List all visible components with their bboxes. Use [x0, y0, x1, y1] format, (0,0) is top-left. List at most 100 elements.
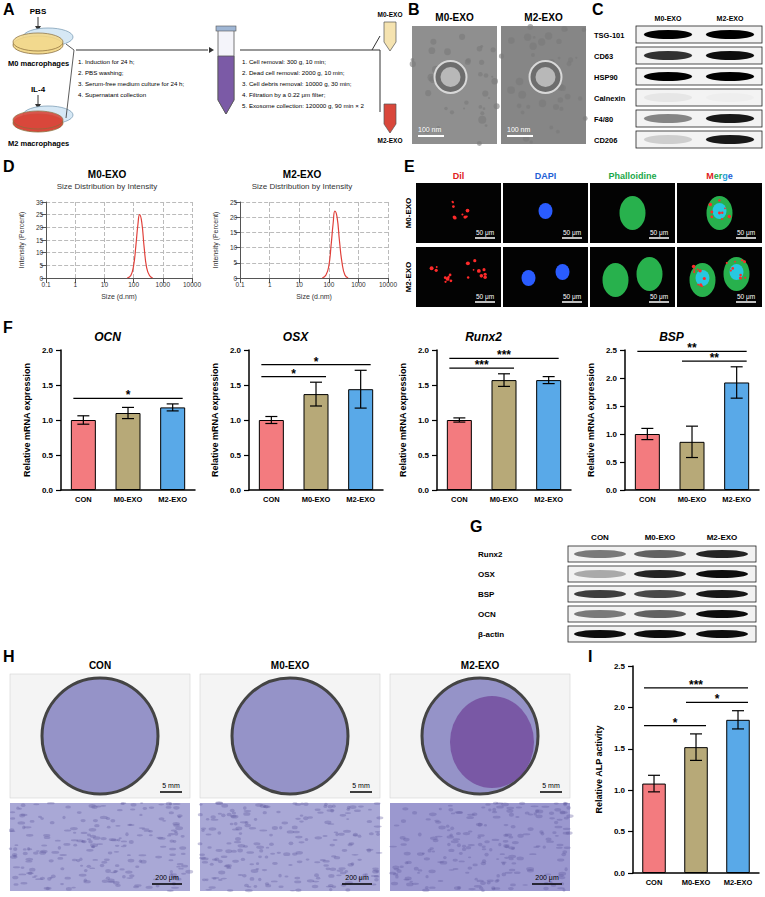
svg-text:200 μm: 200 μm	[345, 874, 369, 882]
svg-text:M2-EXO: M2-EXO	[378, 137, 403, 144]
svg-text:M0 macrophages: M0 macrophages	[8, 59, 69, 68]
svg-text:50 μm: 50 μm	[476, 229, 494, 237]
svg-text:25: 25	[230, 199, 238, 206]
svg-text:10: 10	[296, 281, 304, 288]
svg-text:50 μm: 50 μm	[650, 293, 668, 301]
svg-text:IL-4: IL-4	[31, 85, 46, 94]
svg-text:CON: CON	[75, 495, 92, 504]
svg-text:M2-EXO: M2-EXO	[722, 495, 751, 504]
svg-text:5 mm: 5 mm	[162, 782, 180, 789]
svg-text:Dil: Dil	[453, 171, 465, 181]
svg-text:1.5: 1.5	[230, 381, 242, 390]
svg-text:M0-EXO: M0-EXO	[378, 11, 403, 18]
svg-text:2.0: 2.0	[418, 346, 430, 355]
svg-text:*: *	[673, 716, 678, 730]
svg-text:CD206: CD206	[594, 136, 617, 145]
svg-text:DAPI: DAPI	[535, 171, 557, 181]
svg-text:2.5: 2.5	[606, 346, 618, 355]
svg-text:M0-EXO: M0-EXO	[114, 495, 143, 504]
svg-text:Intensity (Percent): Intensity (Percent)	[18, 212, 26, 269]
svg-text:200 μm: 200 μm	[155, 874, 179, 882]
svg-text:25: 25	[36, 211, 44, 218]
svg-text:4. Filtration by a 0.22 μm fil: 4. Filtration by a 0.22 μm filter;	[242, 91, 326, 98]
svg-text:10: 10	[36, 249, 44, 256]
svg-text:2. PBS washing;: 2. PBS washing;	[78, 69, 124, 76]
svg-text:50 μm: 50 μm	[563, 229, 581, 237]
svg-text:5: 5	[234, 259, 238, 266]
svg-text:OSX: OSX	[283, 330, 309, 344]
svg-text:20: 20	[230, 214, 238, 221]
svg-text:M0-EXO: M0-EXO	[682, 878, 711, 887]
svg-text:2.0: 2.0	[606, 374, 618, 383]
svg-text:*: *	[291, 367, 296, 381]
svg-text:Calnexin: Calnexin	[594, 94, 626, 103]
svg-text:*: *	[126, 388, 131, 402]
svg-text:Relative mRNA expression: Relative mRNA expression	[22, 363, 32, 477]
svg-text:CON: CON	[451, 495, 468, 504]
svg-text:M2-EXO: M2-EXO	[404, 262, 413, 293]
svg-text:G: G	[470, 518, 482, 535]
svg-text:100: 100	[128, 281, 139, 288]
svg-text:HSP90: HSP90	[594, 73, 618, 82]
svg-text:0.0: 0.0	[230, 486, 242, 495]
svg-text:1.5: 1.5	[606, 402, 618, 411]
svg-text:Runx2: Runx2	[478, 550, 503, 559]
svg-text:Merge: Merge	[706, 171, 733, 181]
svg-text:CON: CON	[591, 533, 609, 542]
svg-text:β-actin: β-actin	[478, 630, 504, 639]
svg-text:0.5: 0.5	[230, 451, 242, 460]
svg-text:BSP: BSP	[659, 330, 685, 344]
svg-text:0.0: 0.0	[606, 486, 618, 495]
svg-text:Runx2: Runx2	[465, 330, 502, 344]
svg-text:CON: CON	[263, 495, 280, 504]
svg-text:1.0: 1.0	[614, 786, 626, 795]
svg-text:Phalloidine: Phalloidine	[608, 171, 656, 181]
svg-text:***: ***	[689, 678, 703, 692]
svg-text:M2-EXO: M2-EXO	[724, 878, 753, 887]
svg-text:Relative mRNA expression: Relative mRNA expression	[210, 363, 220, 477]
svg-text:1: 1	[73, 281, 77, 288]
svg-text:Size (d.nm): Size (d.nm)	[101, 293, 137, 301]
svg-text:5 mm: 5 mm	[542, 782, 560, 789]
svg-text:Relative ALP activity: Relative ALP activity	[594, 725, 604, 813]
svg-text:CD63: CD63	[594, 52, 613, 61]
svg-text:30: 30	[36, 199, 44, 206]
svg-text:1.5: 1.5	[418, 381, 430, 390]
svg-text:5 mm: 5 mm	[352, 782, 370, 789]
svg-text:10: 10	[101, 281, 109, 288]
svg-text:M2-EXO: M2-EXO	[461, 660, 500, 671]
svg-text:B: B	[408, 1, 420, 18]
svg-text:50 μm: 50 μm	[650, 229, 668, 237]
svg-text:2.0: 2.0	[42, 346, 54, 355]
svg-text:0.5: 0.5	[418, 451, 430, 460]
svg-text:0.5: 0.5	[42, 451, 54, 460]
svg-text:0.5: 0.5	[606, 458, 618, 467]
svg-text:0.1: 0.1	[42, 281, 51, 288]
svg-text:0.5: 0.5	[614, 827, 626, 836]
svg-text:M2-EXO: M2-EXO	[346, 495, 375, 504]
svg-text:A: A	[3, 1, 15, 18]
svg-text:OCN: OCN	[94, 330, 121, 344]
svg-text:***: ***	[497, 348, 511, 362]
svg-text:4. Supernatant collection: 4. Supernatant collection	[78, 91, 147, 98]
svg-text:I: I	[588, 648, 592, 665]
svg-text:F: F	[3, 319, 13, 336]
svg-text:M2-EXO: M2-EXO	[158, 495, 187, 504]
svg-text:CON: CON	[639, 495, 656, 504]
svg-text:Size (d.nm): Size (d.nm)	[296, 293, 332, 301]
svg-text:0.0: 0.0	[614, 869, 626, 878]
svg-text:15: 15	[36, 237, 44, 244]
svg-text:PBS: PBS	[30, 7, 47, 16]
svg-text:50 μm: 50 μm	[737, 229, 755, 237]
svg-text:M0-EXO: M0-EXO	[88, 169, 127, 180]
svg-text:1.5: 1.5	[614, 744, 626, 753]
svg-text:1: 1	[268, 281, 272, 288]
svg-text:5. Exosome collection: 120000: 5. Exosome collection: 120000 g, 90 min …	[242, 102, 364, 109]
svg-text:M0-EXO: M0-EXO	[435, 12, 474, 23]
svg-text:10000: 10000	[183, 281, 201, 288]
svg-text:200 μm: 200 μm	[535, 874, 559, 882]
svg-text:50 μm: 50 μm	[476, 293, 494, 301]
svg-text:M0-EXO: M0-EXO	[645, 533, 676, 542]
svg-text:1000: 1000	[351, 281, 366, 288]
svg-text:**: **	[710, 351, 720, 365]
